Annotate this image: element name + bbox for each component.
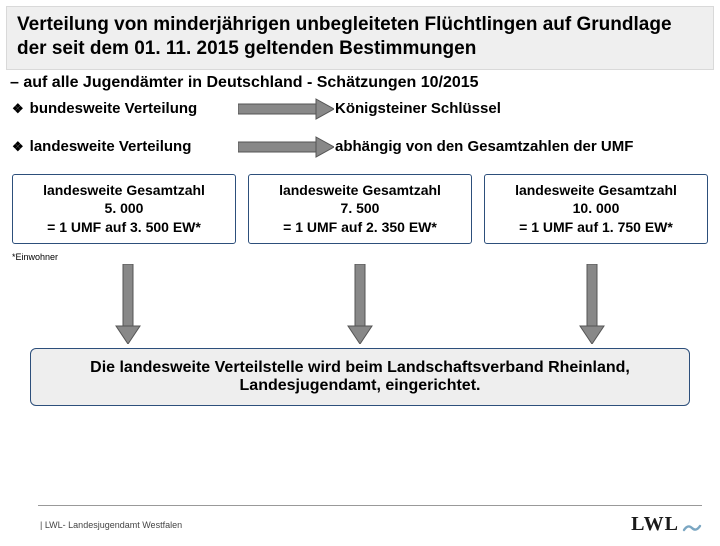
row-lhs-text: landesweite Verteilung [30,138,192,155]
box-line2: 5. 000 [21,199,227,218]
title-band: Verteilung von minderjährigen unbegleite… [6,6,714,70]
slide-page: Verteilung von minderjährigen unbegleite… [0,6,720,546]
box-line1: landesweite Gesamtzahl [21,181,227,200]
page-title: Verteilung von minderjährigen unbegleite… [17,13,703,61]
box-line1: landesweite Gesamtzahl [493,181,699,200]
mapping-rows: ❖ bundesweite Verteilung Königsteiner Sc… [12,98,708,158]
row-lhs: ❖ landesweite Verteilung [12,138,237,155]
arrow-right-icon [237,136,335,158]
scenario-box: landesweite Gesamtzahl 5. 000 = 1 UMF au… [12,174,236,245]
scenario-box: landesweite Gesamtzahl 10. 000 = 1 UMF a… [484,174,708,245]
arrow-down-icon [12,264,244,344]
logo-text: LWL [631,513,679,536]
diamond-bullet-icon: ❖ [12,101,24,117]
scenario-boxes: landesweite Gesamtzahl 5. 000 = 1 UMF au… [12,174,708,245]
footer-left-text: | LWL- Landesjugendamt Westfalen [40,520,182,530]
arrow-down-icon [476,264,708,344]
row-rhs-text: abhängig von den Gesamtzahlen der UMF [335,138,633,155]
box-line3: = 1 UMF auf 1. 750 EW* [493,218,699,237]
footer-rule [38,505,702,506]
logo-wave-icon [682,516,702,536]
diamond-bullet-icon: ❖ [12,139,24,155]
footer: | LWL- Landesjugendamt Westfalen LWL [0,513,720,536]
subtitle: – auf alle Jugendämter in Deutschland - … [10,74,710,92]
box-line2: 10. 000 [493,199,699,218]
mapping-row: ❖ landesweite Verteilung abhängig von de… [12,136,708,158]
scenario-box: landesweite Gesamtzahl 7. 500 = 1 UMF au… [248,174,472,245]
callout-wrap: Die landesweite Verteilstelle wird beim … [12,348,708,406]
arrow-down-icon [244,264,476,344]
box-line3: = 1 UMF auf 3. 500 EW* [21,218,227,237]
arrow-right-icon [237,98,335,120]
row-rhs-text: Königsteiner Schlüssel [335,100,501,117]
footnote: *Einwohner [12,252,708,262]
box-line2: 7. 500 [257,199,463,218]
box-line1: landesweite Gesamtzahl [257,181,463,200]
callout-box: Die landesweite Verteilstelle wird beim … [30,348,690,406]
row-lhs-text: bundesweite Verteilung [30,100,198,117]
row-lhs: ❖ bundesweite Verteilung [12,100,237,117]
mapping-row: ❖ bundesweite Verteilung Königsteiner Sc… [12,98,708,120]
box-line3: = 1 UMF auf 2. 350 EW* [257,218,463,237]
lwl-logo: LWL [631,513,702,536]
down-arrows-row [12,264,708,344]
